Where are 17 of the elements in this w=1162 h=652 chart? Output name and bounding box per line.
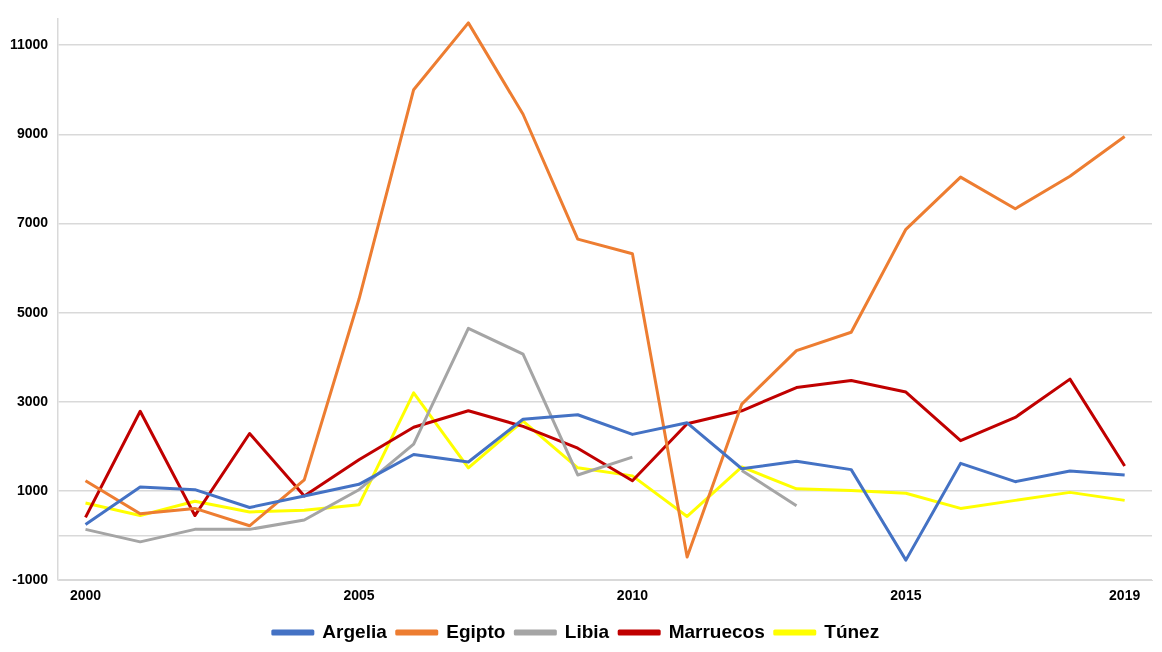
legend-label: Libia	[564, 620, 610, 642]
y-tick-label: 5000	[17, 303, 49, 320]
legend-label: Argelia	[322, 620, 388, 642]
y-tick-label: 7000	[17, 214, 49, 231]
legend-label: Egipto	[446, 620, 506, 642]
x-tick-label: 2019	[1109, 587, 1141, 604]
x-tick-label: 2005	[343, 587, 375, 604]
y-tick-label: 3000	[17, 392, 49, 409]
legend-label: Marruecos	[668, 620, 765, 642]
x-tick-label: 2010	[616, 587, 649, 604]
x-tick-label: 2015	[890, 587, 922, 604]
x-tick-label: 2000	[69, 587, 102, 604]
y-tick-label: 9000	[17, 125, 49, 142]
y-tick-label: 11000	[9, 36, 49, 53]
y-tick-label: 1000	[17, 481, 49, 498]
legend-label: Túnez	[824, 620, 880, 642]
y-tick-label: -1000	[12, 571, 49, 588]
